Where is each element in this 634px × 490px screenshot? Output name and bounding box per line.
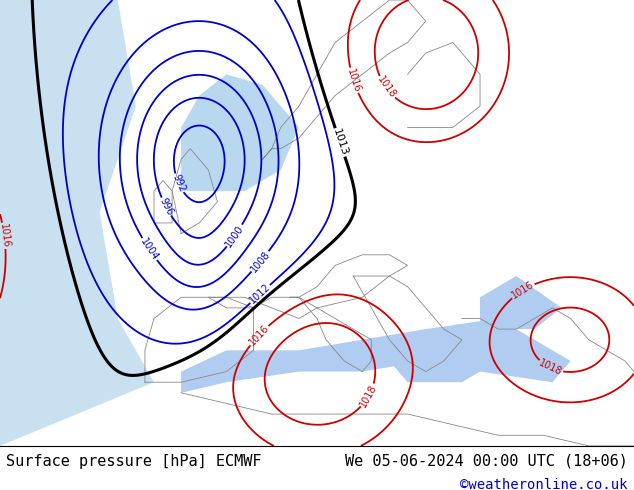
Text: 1016: 1016 (247, 323, 271, 347)
Polygon shape (181, 74, 299, 191)
Text: 1016: 1016 (510, 280, 536, 301)
Text: We 05-06-2024 00:00 UTC (18+06): We 05-06-2024 00:00 UTC (18+06) (345, 454, 628, 469)
Text: 992: 992 (171, 173, 187, 194)
Text: 1018: 1018 (375, 75, 398, 100)
Text: ©weatheronline.co.uk: ©weatheronline.co.uk (460, 478, 628, 490)
Text: 1004: 1004 (138, 236, 160, 262)
Text: 1008: 1008 (249, 249, 272, 274)
Text: 1013: 1013 (331, 127, 349, 157)
Polygon shape (389, 329, 480, 382)
Text: 1012: 1012 (248, 282, 273, 306)
Polygon shape (480, 276, 562, 329)
Text: Surface pressure [hPa] ECMWF: Surface pressure [hPa] ECMWF (6, 454, 262, 469)
Text: 1000: 1000 (224, 223, 246, 249)
Polygon shape (0, 0, 154, 446)
Text: 1016: 1016 (345, 67, 362, 94)
Text: 1018: 1018 (358, 383, 379, 409)
Text: 996: 996 (157, 196, 175, 217)
Text: 1018: 1018 (537, 358, 564, 377)
Text: 1016: 1016 (0, 223, 11, 248)
Polygon shape (181, 318, 571, 393)
